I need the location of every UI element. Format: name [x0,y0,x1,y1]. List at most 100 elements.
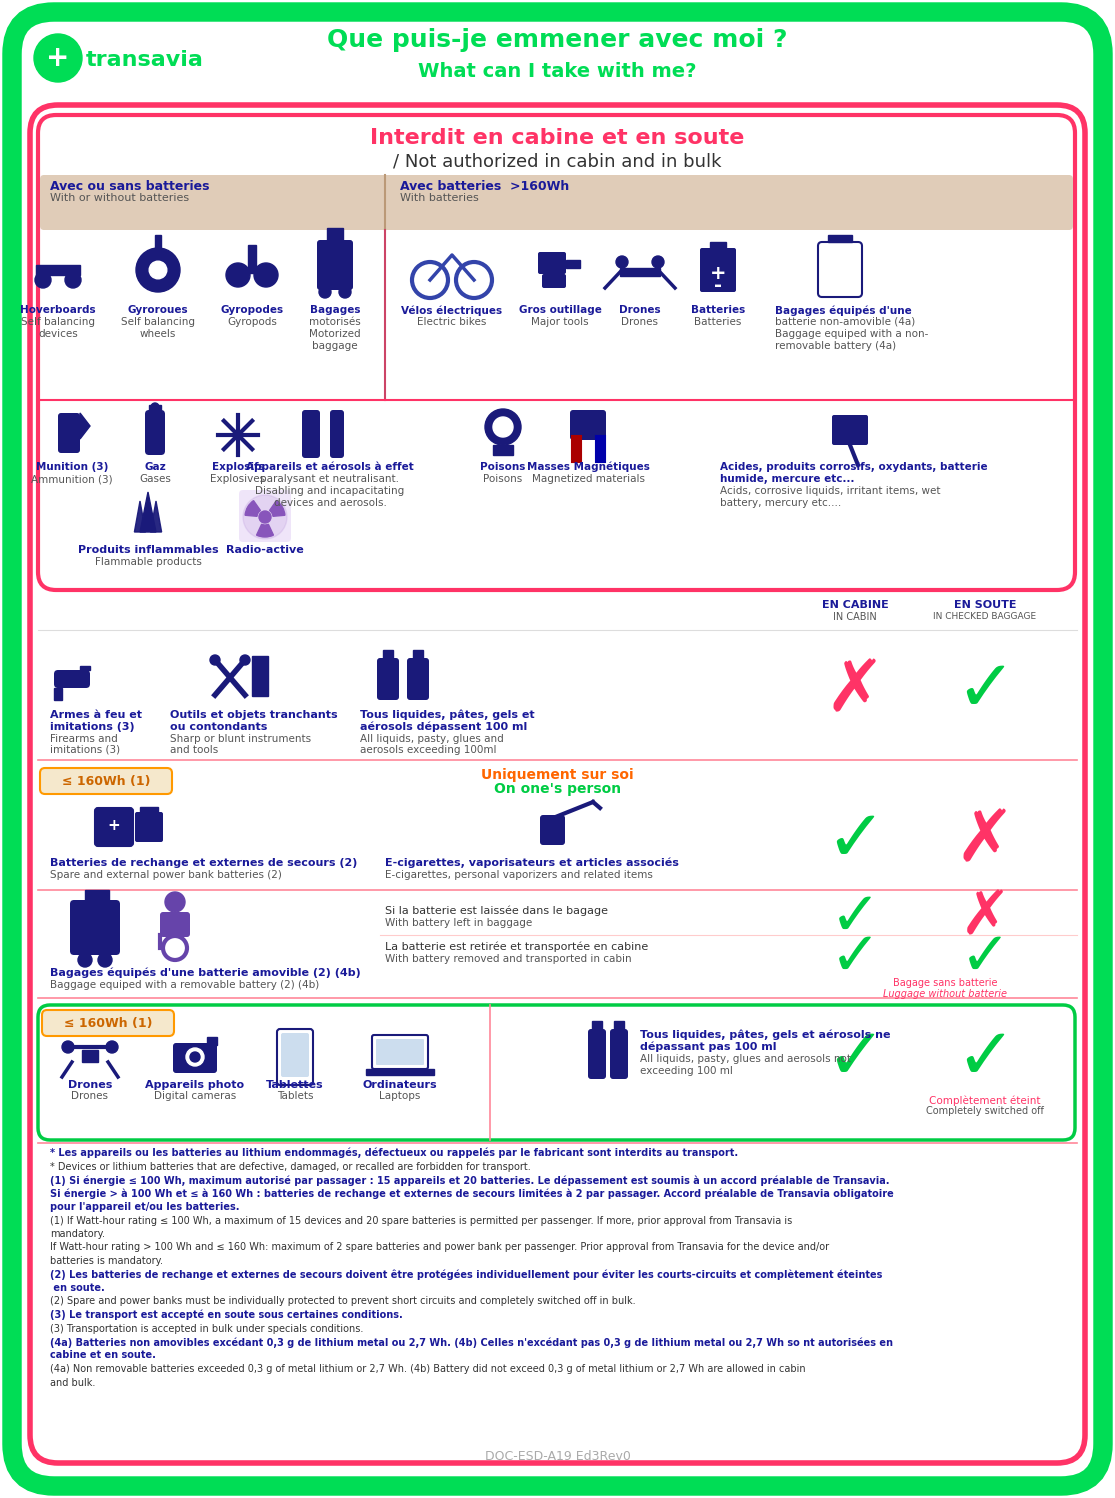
Text: exceeding 100 ml: exceeding 100 ml [640,1067,733,1076]
Text: Interdit en cabine et en soute: Interdit en cabine et en soute [370,127,745,148]
Circle shape [78,953,93,968]
Text: ✕: ✕ [497,422,508,434]
Bar [828,235,852,243]
Text: Laptops: Laptops [379,1091,420,1101]
Text: Complètement éteint: Complètement éteint [929,1095,1040,1106]
Circle shape [106,1041,118,1053]
Text: baggage: baggage [312,342,358,351]
Text: IN CHECKED BAGGAGE: IN CHECKED BAGGAGE [933,613,1037,622]
Text: Sharp or blunt instruments: Sharp or blunt instruments [169,734,311,745]
Text: Que puis-je emmener avec moi ?: Que puis-je emmener avec moi ? [327,28,788,52]
Text: Luggage without batterie: Luggage without batterie [883,989,1007,999]
Text: Disabling and incapacitating: Disabling and incapacitating [255,485,405,496]
Text: Drones: Drones [619,306,661,315]
Bar [140,807,158,813]
Text: All liquids, pasty, glues and: All liquids, pasty, glues and [360,734,504,745]
Text: batteries is mandatory.: batteries is mandatory. [50,1255,163,1266]
Text: and bulk.: and bulk. [50,1378,96,1387]
FancyBboxPatch shape [407,658,429,700]
Text: Masses Magnétiques: Masses Magnétiques [526,461,649,472]
Text: (4a) Non removable batteries exceeded 0,3 g of metal lithium or 2,7 Wh. (4b) Bat: (4a) Non removable batteries exceeded 0,… [50,1365,806,1374]
FancyBboxPatch shape [135,812,163,842]
Text: * Les appareils ou les batteries au lithium endommagés, défectueux ou rappelés p: * Les appareils ou les batteries au lith… [50,1147,738,1158]
Text: Bagages équipés d'une: Bagages équipés d'une [775,306,912,316]
Text: La batterie est retirée et transportée en cabine: La batterie est retirée et transportée e… [385,942,648,953]
Text: Ordinateurs: Ordinateurs [362,1080,437,1091]
FancyBboxPatch shape [54,670,90,688]
Bar [207,1037,217,1046]
FancyBboxPatch shape [159,912,190,938]
Text: Electric bikes: Electric bikes [417,318,486,327]
Text: Bagages: Bagages [310,306,360,315]
FancyBboxPatch shape [30,105,1085,1464]
Text: ✓: ✓ [830,888,881,948]
Text: Avec batteries  >160Wh: Avec batteries >160Wh [400,180,570,193]
FancyBboxPatch shape [173,1043,217,1073]
Text: +: + [108,818,120,833]
Circle shape [186,1049,204,1067]
Text: All liquids, pasty, glues and aerosols not: All liquids, pasty, glues and aerosols n… [640,1055,851,1064]
Bar [592,1022,602,1031]
Circle shape [485,409,521,445]
Text: humide, mercure etc...: humide, mercure etc... [720,473,854,484]
Text: transavia: transavia [86,49,204,70]
Text: * Devices or lithium batteries that are defective, damaged, or recalled are forb: * Devices or lithium batteries that are … [50,1161,531,1171]
Text: pour l'appareil et/ou les batteries.: pour l'appareil et/ou les batteries. [50,1201,240,1212]
Text: ✓: ✓ [825,1026,885,1095]
Text: ✗: ✗ [959,888,1010,948]
Text: Baggage equiped with a removable battery (2) (4b): Baggage equiped with a removable battery… [50,980,319,990]
Text: Digital cameras: Digital cameras [154,1091,236,1101]
Text: -: - [714,276,723,295]
Text: Tablets: Tablets [277,1091,313,1101]
Text: Self balancing: Self balancing [122,318,195,327]
Text: paralysant et neutralisant.: paralysant et neutralisant. [261,473,399,484]
Text: Flammable products: Flammable products [95,557,202,568]
Text: Acids, corrosive liquids, irritant items, wet: Acids, corrosive liquids, irritant items… [720,485,940,496]
Text: Appareils et aérosols à effet: Appareils et aérosols à effet [246,461,414,472]
Polygon shape [151,500,162,532]
Text: Gyropodes: Gyropodes [221,306,283,315]
Bar [566,261,580,268]
Text: Magnetized materials: Magnetized materials [532,473,644,484]
Circle shape [65,273,81,288]
Text: (2) Les batteries de rechange et externes de secours doivent être protégées indi: (2) Les batteries de rechange et externe… [50,1269,882,1279]
FancyBboxPatch shape [38,115,1075,590]
Text: Drones: Drones [621,318,659,327]
Text: (1) Si énergie ≤ 100 Wh, maximum autorisé par passager : 15 appareils et 20 batt: (1) Si énergie ≤ 100 Wh, maximum autoris… [50,1174,890,1185]
Bar [36,265,80,276]
Text: ≤ 160Wh (1): ≤ 160Wh (1) [64,1017,153,1029]
Bar [382,650,392,661]
Circle shape [240,655,250,665]
FancyBboxPatch shape [145,410,165,455]
Text: Poisons: Poisons [481,461,525,472]
Text: en soute.: en soute. [50,1282,105,1293]
Bar [248,246,256,273]
Text: (2) Spare and power banks must be individually protected to prevent short circui: (2) Spare and power banks must be indivi… [50,1296,636,1306]
Text: Gros outillage: Gros outillage [518,306,601,315]
Circle shape [62,1041,74,1053]
Wedge shape [256,524,273,536]
Text: (3) Transportation is accepted in bulk under specials conditions.: (3) Transportation is accepted in bulk u… [50,1324,363,1333]
Circle shape [226,264,250,288]
Text: Explosifs: Explosifs [212,461,264,472]
FancyBboxPatch shape [376,1040,424,1065]
Text: ✓: ✓ [954,658,1016,727]
Text: Firearms and: Firearms and [50,734,118,745]
Bar [149,404,161,413]
Text: Gaz: Gaz [144,461,166,472]
Circle shape [615,256,628,268]
FancyBboxPatch shape [330,410,345,458]
Text: With battery removed and transported in cabin: With battery removed and transported in … [385,954,631,965]
Bar [493,445,513,455]
Circle shape [493,416,513,437]
FancyBboxPatch shape [588,1029,605,1079]
Text: ✓: ✓ [830,929,881,987]
Circle shape [151,403,159,410]
Polygon shape [140,491,156,532]
Bar [413,650,423,661]
Text: Batteries de rechange et externes de secours (2): Batteries de rechange et externes de sec… [50,858,358,867]
Text: Self balancing: Self balancing [21,318,95,327]
Circle shape [165,891,185,912]
Text: +: + [710,264,726,283]
Text: aérosols dépassent 100 ml: aérosols dépassent 100 ml [360,722,527,733]
